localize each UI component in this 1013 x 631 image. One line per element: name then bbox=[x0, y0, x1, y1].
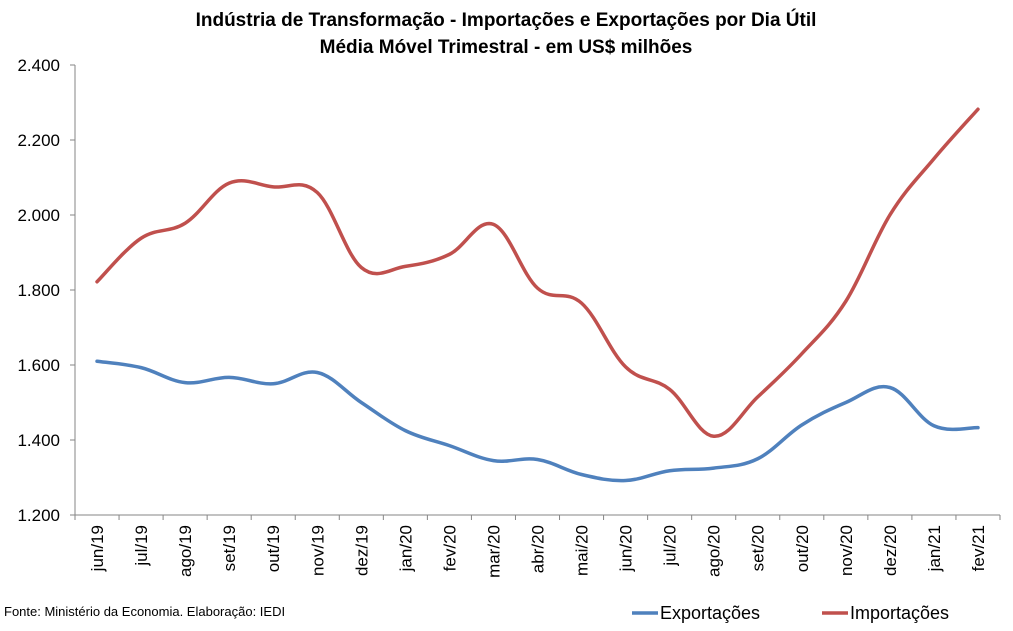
x-tick-label: jun/20 bbox=[617, 525, 636, 572]
legend-label-exportacoes: Exportações bbox=[660, 603, 760, 623]
x-tick-label: out/19 bbox=[264, 525, 283, 572]
x-tick-label: set/20 bbox=[749, 525, 768, 571]
y-tick-label: 1.200 bbox=[17, 506, 60, 525]
x-tick-label: dez/19 bbox=[352, 525, 371, 576]
y-tick-label: 1.600 bbox=[17, 356, 60, 375]
x-tick-label: fev/21 bbox=[969, 525, 988, 571]
x-tick-label: set/19 bbox=[220, 525, 239, 571]
legend-label-importacoes: Importações bbox=[850, 603, 949, 623]
legend: Exportações Importações bbox=[632, 603, 949, 623]
x-tick-label: fev/20 bbox=[440, 525, 459, 571]
x-tick-label: dez/20 bbox=[881, 525, 900, 576]
y-axis-ticks: 1.200 1.400 1.600 1.800 2.000 2.200 2.400 bbox=[17, 56, 75, 525]
x-tick-label: out/20 bbox=[793, 525, 812, 572]
series-line-exportacoes bbox=[95, 359, 980, 483]
y-tick-label: 1.400 bbox=[17, 431, 60, 450]
x-tick-label: jul/20 bbox=[661, 525, 680, 567]
x-tick-label: jun/19 bbox=[88, 525, 107, 572]
y-tick-label: 1.800 bbox=[17, 281, 60, 300]
chart-subtitle: Média Móvel Trimestral - em US$ milhões bbox=[320, 37, 693, 58]
chart-title: Indústria de Transformação - Importações… bbox=[196, 9, 817, 31]
x-axis-ticks: jun/19 jul/19 ago/19 set/19 out/19 nov/19 dez/… bbox=[74, 515, 1001, 578]
x-tick-label: mar/20 bbox=[484, 525, 503, 578]
x-tick-label: mai/20 bbox=[573, 525, 592, 576]
x-tick-label: ago/19 bbox=[176, 525, 195, 577]
series-line-importacoes bbox=[95, 107, 980, 438]
y-tick-label: 2.200 bbox=[17, 131, 60, 150]
source-note: Fonte: Ministério da Economia. Elaboraçã… bbox=[4, 604, 286, 619]
x-tick-label: jan/21 bbox=[925, 525, 944, 572]
y-tick-label: 2.400 bbox=[17, 56, 60, 75]
y-tick-label: 2.000 bbox=[17, 206, 60, 225]
x-tick-label: jan/20 bbox=[396, 525, 415, 572]
x-tick-label: nov/19 bbox=[308, 525, 327, 576]
series-lines bbox=[95, 107, 980, 483]
x-tick-label: nov/20 bbox=[837, 525, 856, 576]
x-tick-label: jul/19 bbox=[132, 525, 151, 567]
x-tick-label: ago/20 bbox=[705, 525, 724, 577]
x-tick-label: abr/20 bbox=[529, 525, 548, 573]
